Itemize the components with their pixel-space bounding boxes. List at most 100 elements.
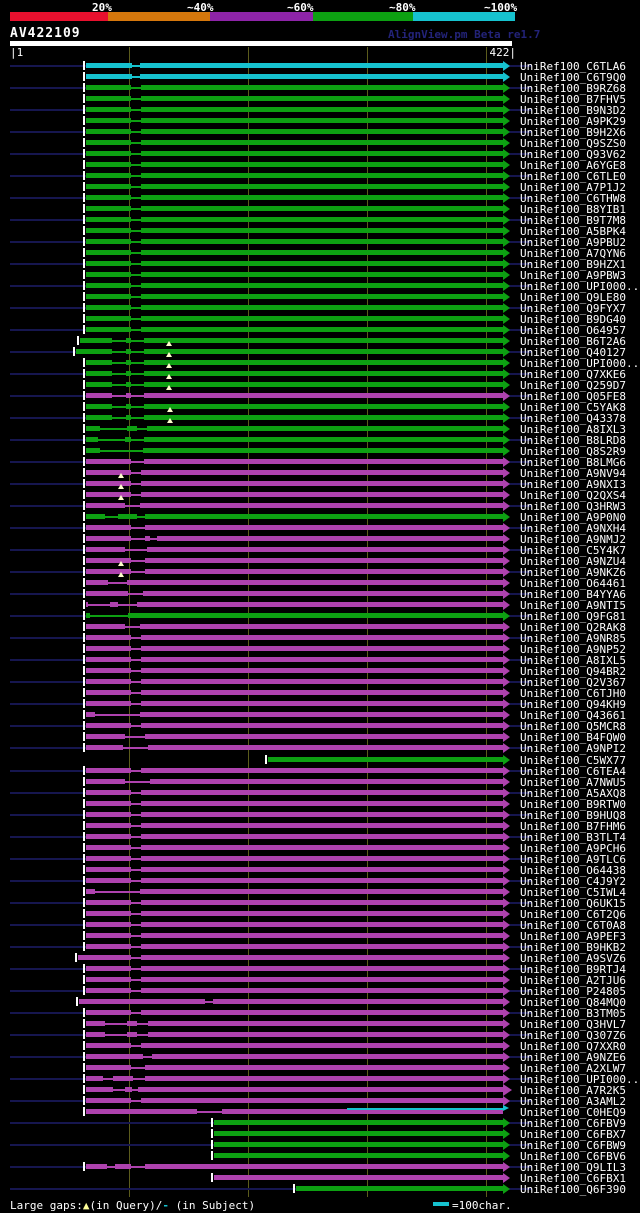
hit-label[interactable]: UniRef100_O64461 (520, 577, 626, 590)
alignment-row[interactable]: UniRef100_C6TEA4 (0, 765, 640, 778)
hit-label[interactable]: UniRef100_A3AML2 (520, 1095, 626, 1108)
hit-label[interactable]: UniRef100_A9PK29 (520, 115, 626, 128)
alignment-row[interactable]: UniRef100_B7FHV5 (0, 93, 640, 105)
alignment-row[interactable]: UniRef100_Q7XXR0 (0, 1040, 640, 1053)
hit-label[interactable]: UniRef100_B7FHM6 (520, 820, 626, 833)
alignment-row[interactable]: UniRef100_B9RTW0 (0, 798, 640, 811)
alignment-row[interactable]: UniRef100_Q9FG81 (0, 610, 640, 623)
hit-label[interactable]: UniRef100_C6FBV6 (520, 1150, 626, 1163)
hit-label[interactable]: UniRef100_B9N3D2 (520, 104, 626, 117)
alignment-row[interactable]: UniRef100_A8IXL5 (0, 654, 640, 666)
alignment-row[interactable]: UniRef100_B8LMG6 (0, 456, 640, 468)
hit-label[interactable]: UniRef100_C5Y4K7 (520, 544, 626, 557)
hit-label[interactable]: UniRef100_Q05FE8 (520, 390, 626, 403)
alignment-row[interactable]: UniRef100_P24805 (0, 985, 640, 998)
hit-label[interactable]: UniRef100_B9RTW0 (520, 798, 626, 811)
hit-label[interactable]: UniRef100_A9NTI5 (520, 599, 626, 612)
alignment-row[interactable]: UniRef100_C6TJH0 (0, 687, 640, 700)
alignment-row[interactable]: UniRef100_A7P1J2 (0, 181, 640, 193)
alignment-row[interactable]: UniRef100_B9DG40 (0, 313, 640, 326)
hit-label[interactable]: UniRef100_B8LRD8 (520, 434, 626, 447)
hit-label[interactable]: UniRef100_A7QYN6 (520, 247, 626, 260)
alignment-row[interactable]: UniRef100_Q3HVL7 (0, 1018, 640, 1031)
hit-label[interactable]: UniRef100_A5BPK4 (520, 225, 626, 238)
hit-label[interactable]: UniRef100_A9P0N0 (520, 511, 626, 524)
alignment-row[interactable]: UniRef100_A9PCH6 (0, 842, 640, 855)
alignment-row[interactable]: UniRef100_A9NZE6 (0, 1051, 640, 1063)
hit-label[interactable]: UniRef100_Q9FG81 (520, 610, 626, 623)
alignment-row[interactable]: UniRef100_A7R2K5 (0, 1084, 640, 1096)
alignment-row[interactable]: UniRef100_B4FQW0 (0, 731, 640, 743)
hit-label[interactable]: UniRef100_Q43661 (520, 709, 626, 722)
hit-label[interactable]: UniRef100_C6THW8 (520, 192, 626, 205)
hit-label[interactable]: UniRef100_P24805 (520, 985, 626, 998)
alignment-row[interactable]: UniRef100_C6TLE0 (0, 170, 640, 183)
hit-label[interactable]: UniRef100_A9TLC6 (520, 853, 626, 866)
hit-label[interactable]: UniRef100_A6YGE8 (520, 159, 626, 172)
hit-label[interactable]: UniRef100_UPI000.. (520, 1073, 640, 1086)
hit-label[interactable]: UniRef100_Q259D7 (520, 379, 626, 392)
alignment-row[interactable]: UniRef100_C5IWL4 (0, 886, 640, 898)
hit-label[interactable]: UniRef100_A5AXQ8 (520, 787, 626, 800)
alignment-row[interactable]: UniRef100_A9PBW3 (0, 269, 640, 281)
alignment-row[interactable]: UniRef100_A5AXQ8 (0, 787, 640, 800)
hit-label[interactable]: UniRef100_C5WX77 (520, 754, 626, 767)
hit-label[interactable]: UniRef100_Q9LE80 (520, 291, 626, 304)
hit-label[interactable]: UniRef100_Q9FYX7 (520, 302, 626, 315)
alignment-row[interactable]: UniRef100_B9HZX1 (0, 258, 640, 271)
alignment-row[interactable]: UniRef100_A7QYN6 (0, 247, 640, 260)
alignment-row[interactable]: UniRef100_A9SVZ6 (0, 952, 640, 965)
hit-label[interactable]: UniRef100_C6TLE0 (520, 170, 626, 183)
hit-label[interactable]: UniRef100_A9SVZ6 (520, 952, 626, 965)
hit-label[interactable]: UniRef100_B9HKB2 (520, 941, 626, 954)
alignment-row[interactable]: UniRef100_A9NKZ6 (0, 566, 640, 578)
alignment-row[interactable]: UniRef100_Q9FYX7 (0, 302, 640, 315)
alignment-row[interactable]: UniRef100_A2XLW7 (0, 1062, 640, 1074)
alignment-row[interactable]: UniRef100_A9NPI2 (0, 742, 640, 755)
hit-label[interactable]: UniRef100_C4J9Y2 (520, 875, 626, 888)
hit-label[interactable]: UniRef100_B9HZX1 (520, 258, 626, 271)
alignment-row[interactable]: UniRef100_C6T9Q0 (0, 71, 640, 83)
alignment-row[interactable]: UniRef100_Q40127 (0, 346, 640, 358)
hit-label[interactable]: UniRef100_A9NP52 (520, 643, 626, 656)
hit-label[interactable]: UniRef100_A9PBU2 (520, 236, 626, 249)
alignment-row[interactable]: UniRef100_Q84MQ0 (0, 996, 640, 1008)
hit-label[interactable]: UniRef100_A9NPI2 (520, 742, 626, 755)
hit-label[interactable]: UniRef100_A9NXI3 (520, 478, 626, 491)
hit-label[interactable]: UniRef100_Q3HRW3 (520, 500, 626, 513)
hit-label[interactable]: UniRef100_C6FBX7 (520, 1128, 626, 1141)
alignment-row[interactable]: UniRef100_C6T0A8 (0, 919, 640, 932)
hit-label[interactable]: UniRef100_C6TEA4 (520, 765, 626, 778)
alignment-row[interactable]: UniRef100_C6TLA6 (0, 60, 640, 72)
alignment-row[interactable]: UniRef100_A2TJU6 (0, 974, 640, 986)
alignment-row[interactable]: UniRef100_Q94KH9 (0, 698, 640, 710)
hit-label[interactable]: UniRef100_C6T0A8 (520, 919, 626, 932)
alignment-row[interactable]: UniRef100_C0HEQ9 (0, 1105, 640, 1118)
hit-label[interactable]: UniRef100_Q6UK15 (520, 897, 626, 910)
alignment-row[interactable]: UniRef100_C5YAK8 (0, 401, 640, 413)
hit-label[interactable]: UniRef100_Q3HVL7 (520, 1018, 626, 1031)
hit-label[interactable]: UniRef100_Q7XKE6 (520, 368, 626, 381)
alignment-row[interactable]: UniRef100_B8YIB1 (0, 203, 640, 216)
alignment-row[interactable]: UniRef100_B3TLT4 (0, 831, 640, 843)
alignment-row[interactable]: UniRef100_Q2V367 (0, 676, 640, 688)
alignment-row[interactable]: UniRef100_B9T7M8 (0, 214, 640, 226)
hit-label[interactable]: UniRef100_A9NR85 (520, 632, 626, 645)
hit-label[interactable]: UniRef100_B6T2A6 (520, 335, 626, 348)
hit-label[interactable]: UniRef100_Q8S2R9 (520, 445, 626, 458)
hit-label[interactable]: UniRef100_UPI000.. (520, 357, 640, 370)
alignment-row[interactable]: UniRef100_A9NV94 (0, 467, 640, 479)
hit-label[interactable]: UniRef100_B9DG40 (520, 313, 626, 326)
hit-label[interactable]: UniRef100_Q43378 (520, 412, 626, 425)
hit-label[interactable]: UniRef100_Q7XXR0 (520, 1040, 626, 1053)
hit-label[interactable]: UniRef100_A9PCH6 (520, 842, 626, 855)
alignment-row[interactable]: UniRef100_Q05FE8 (0, 390, 640, 403)
alignment-row[interactable]: UniRef100_C6THW8 (0, 192, 640, 205)
hit-label[interactable]: UniRef100_B8YIB1 (520, 203, 626, 216)
hit-label[interactable]: UniRef100_A9NMJ2 (520, 533, 626, 546)
alignment-row[interactable]: UniRef100_Q9SZS0 (0, 137, 640, 149)
alignment-row[interactable]: UniRef100_B6T2A6 (0, 335, 640, 348)
alignment-row[interactable]: UniRef100_B9H2X6 (0, 126, 640, 138)
alignment-row[interactable]: UniRef100_B8LRD8 (0, 434, 640, 447)
hit-label[interactable]: UniRef100_C6TJH0 (520, 687, 626, 700)
